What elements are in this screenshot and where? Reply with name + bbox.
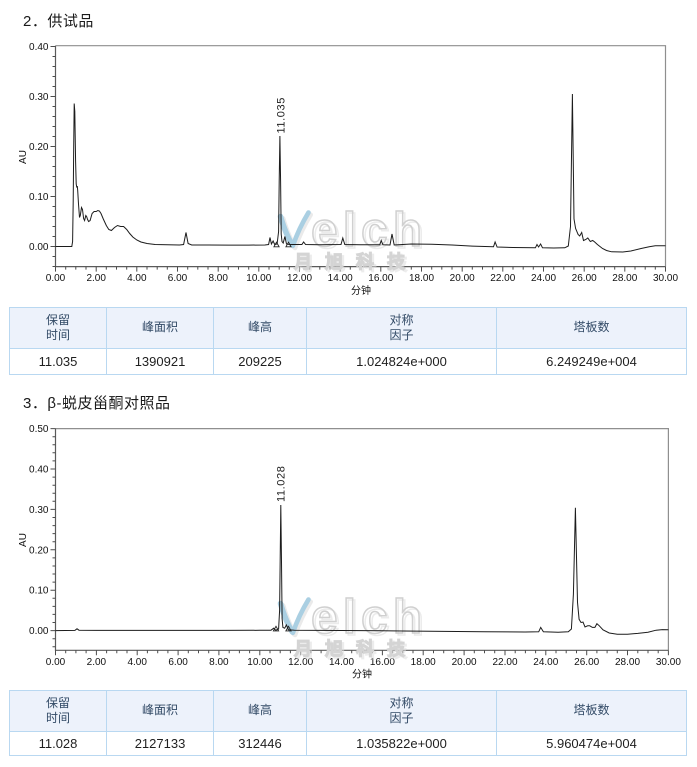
svg-text:elch: elch xyxy=(311,591,427,644)
svg-text:24.00: 24.00 xyxy=(531,273,556,284)
svg-text:月旭科技: 月旭科技 xyxy=(293,638,418,659)
svg-text:0.00: 0.00 xyxy=(29,626,49,637)
svg-text:26.00: 26.00 xyxy=(572,273,597,284)
svg-text:20.00: 20.00 xyxy=(452,657,477,668)
svg-text:16.00: 16.00 xyxy=(370,657,395,668)
svg-text:月旭科技: 月旭科技 xyxy=(295,640,420,661)
svg-text:月旭科技: 月旭科技 xyxy=(295,253,420,274)
svg-text:0.20: 0.20 xyxy=(29,142,49,153)
svg-text:6.00: 6.00 xyxy=(168,657,188,668)
svg-text:0.30: 0.30 xyxy=(29,92,49,103)
svg-text:0.10: 0.10 xyxy=(29,192,49,203)
svg-text:12.00: 12.00 xyxy=(287,273,312,284)
svg-text:30.00: 30.00 xyxy=(653,273,678,284)
svg-text:elch: elch xyxy=(311,204,427,257)
svg-text:0.20: 0.20 xyxy=(29,545,49,556)
svg-text:24.00: 24.00 xyxy=(533,657,558,668)
svg-text:11.035: 11.035 xyxy=(276,97,288,133)
svg-text:月旭科技: 月旭科技 xyxy=(293,251,418,272)
svg-text:18.00: 18.00 xyxy=(411,657,436,668)
svg-text:2.00: 2.00 xyxy=(87,657,107,668)
svg-text:12.00: 12.00 xyxy=(288,657,313,668)
svg-text:30.00: 30.00 xyxy=(656,657,681,668)
svg-text:0.40: 0.40 xyxy=(29,465,49,476)
svg-text:0.00: 0.00 xyxy=(46,657,66,668)
svg-text:26.00: 26.00 xyxy=(574,657,599,668)
svg-text:8.00: 8.00 xyxy=(209,657,229,668)
svg-text:14.00: 14.00 xyxy=(328,273,353,284)
svg-text:8.00: 8.00 xyxy=(208,273,228,284)
svg-text:0.30: 0.30 xyxy=(29,505,49,516)
svg-text:elch: elch xyxy=(313,593,429,646)
svg-text:elch: elch xyxy=(313,206,429,259)
svg-text:0.40: 0.40 xyxy=(29,42,49,53)
svg-text:0.00: 0.00 xyxy=(46,273,66,284)
svg-text:20.00: 20.00 xyxy=(450,273,475,284)
svg-text:28.00: 28.00 xyxy=(615,657,640,668)
svg-text:分钟: 分钟 xyxy=(351,284,371,297)
svg-text:28.00: 28.00 xyxy=(612,273,637,284)
svg-text:22.00: 22.00 xyxy=(490,273,515,284)
svg-text:6.00: 6.00 xyxy=(168,273,188,284)
svg-text:22.00: 22.00 xyxy=(492,657,517,668)
svg-text:4.00: 4.00 xyxy=(127,657,147,668)
svg-text:10.00: 10.00 xyxy=(246,273,271,284)
svg-text:16.00: 16.00 xyxy=(368,273,393,284)
svg-text:分钟: 分钟 xyxy=(352,668,372,681)
svg-text:10.00: 10.00 xyxy=(247,657,272,668)
svg-text:18.00: 18.00 xyxy=(409,273,434,284)
svg-text:0.00: 0.00 xyxy=(29,242,49,253)
svg-text:AU: AU xyxy=(18,150,29,164)
svg-text:2.00: 2.00 xyxy=(86,273,106,284)
svg-text:14.00: 14.00 xyxy=(329,657,354,668)
svg-text:0.50: 0.50 xyxy=(29,424,49,435)
svg-text:0.10: 0.10 xyxy=(29,586,49,597)
svg-text:AU: AU xyxy=(18,533,29,547)
svg-text:4.00: 4.00 xyxy=(127,273,147,284)
svg-text:11.028: 11.028 xyxy=(276,466,288,502)
